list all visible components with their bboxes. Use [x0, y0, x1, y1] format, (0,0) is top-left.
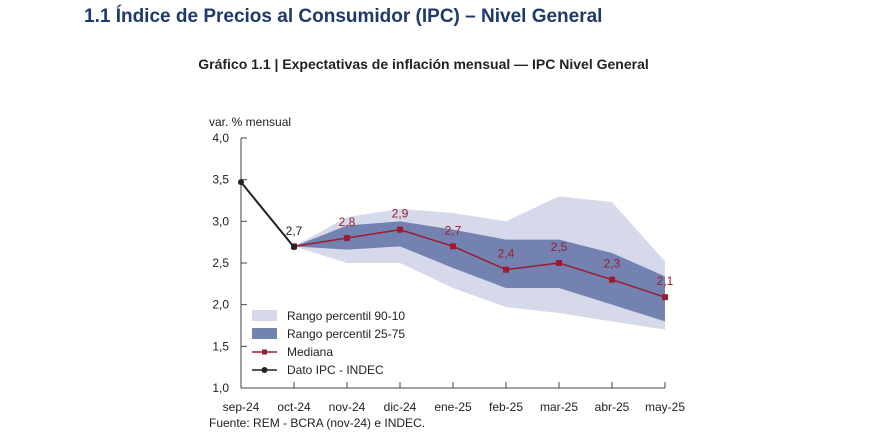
data-label: 2,7	[445, 223, 462, 237]
legend-swatch	[252, 328, 277, 339]
x-tick-label: abr-25	[595, 400, 630, 414]
data-point	[503, 266, 509, 273]
y-tick-label: 1,5	[212, 339, 229, 353]
series-line-1	[240, 181, 295, 248]
legend-label: Mediana	[287, 345, 333, 359]
series-line-0	[293, 228, 666, 298]
data-point	[238, 179, 244, 186]
data-point	[662, 294, 668, 301]
source-note: Fuente: REM - BCRA (nov-24) e INDEC.	[209, 416, 425, 430]
x-tick-label: ene-25	[434, 400, 472, 414]
x-tick-label: mar-25	[540, 400, 578, 414]
data-label: 2,9	[392, 207, 409, 221]
data-point	[291, 244, 297, 251]
x-tick-label: may-25	[645, 400, 685, 414]
x-tick-label: oct-24	[277, 400, 311, 414]
data-point	[609, 276, 615, 283]
data-point	[556, 260, 562, 266]
data-point	[397, 226, 403, 233]
x-tick-label: sep-24	[223, 400, 260, 414]
data-label: 2,4	[498, 247, 515, 261]
legend-marker	[261, 367, 268, 373]
x-tick-label: feb-25	[489, 400, 523, 414]
y-tick-label: 3,0	[212, 214, 229, 228]
y-tick-label: 2,5	[212, 256, 229, 270]
legend-swatch	[252, 310, 277, 321]
chart-title: Gráfico 1.1 | Expectativas de inflación …	[198, 56, 649, 72]
y-tick-label: 3,5	[212, 173, 229, 187]
data-label: 2,3	[604, 257, 621, 271]
legend-label: Dato IPC - INDEC	[287, 363, 384, 377]
data-label: 2,1	[657, 274, 674, 288]
band-1	[294, 221, 665, 322]
legend-label: Rango percentil 25-75	[287, 327, 405, 341]
data-label: 2,5	[551, 240, 568, 254]
y-tick-label: 1,0	[212, 381, 229, 395]
x-tick-label: dic-24	[384, 400, 417, 414]
section-title: 1.1 Índice de Precios al Consumidor (IPC…	[84, 6, 603, 27]
data-point	[344, 235, 350, 241]
y-tick-label: 4,0	[212, 131, 229, 145]
data-label: 2,8	[339, 215, 356, 229]
data-label: 2,7	[286, 224, 303, 238]
y-axis-label: var. % mensual	[209, 115, 291, 129]
legend-label: Rango percentil 90-10	[287, 309, 405, 323]
legend-marker	[262, 349, 267, 355]
data-point	[450, 243, 456, 250]
x-tick-label: nov-24	[329, 400, 366, 414]
y-tick-label: 2,0	[212, 298, 229, 312]
